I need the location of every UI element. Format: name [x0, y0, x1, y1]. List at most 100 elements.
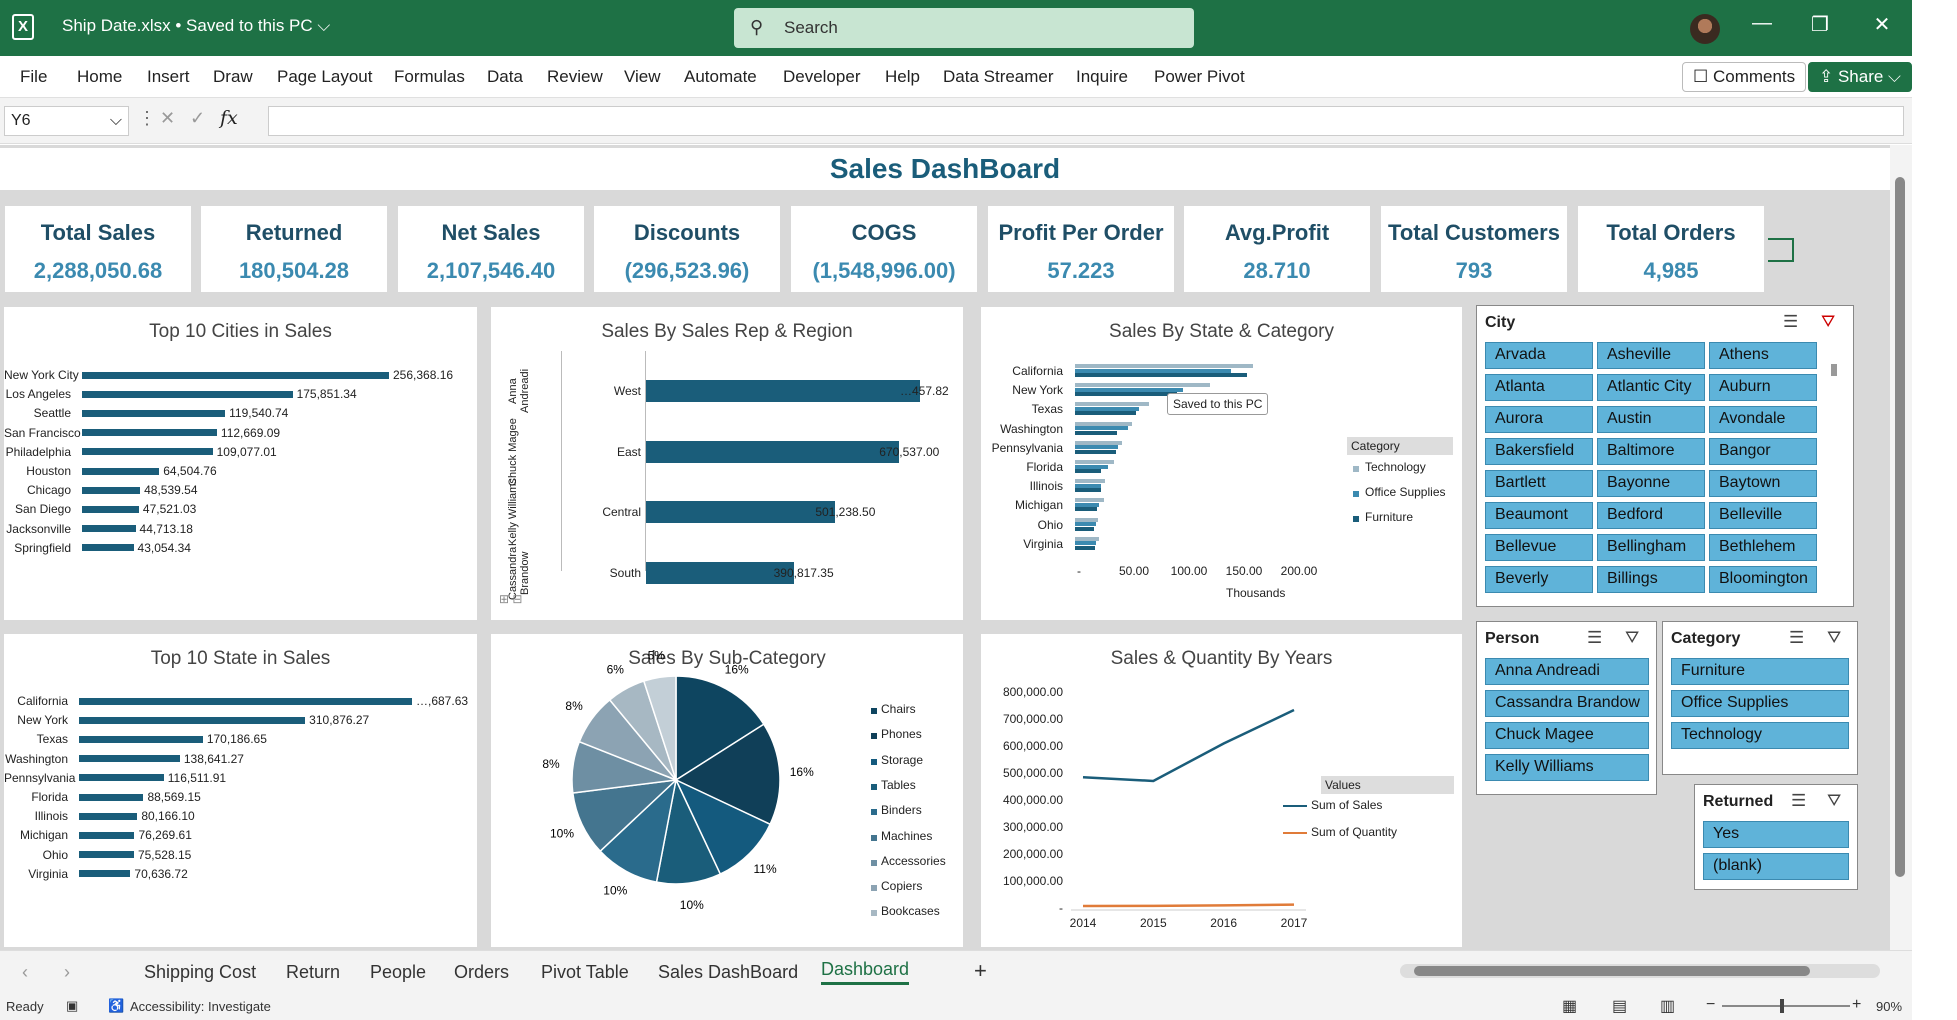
slicer-item-yes[interactable]: Yes [1703, 821, 1849, 848]
zoom-slider[interactable] [1722, 999, 1850, 1013]
slicer-item-bartlett[interactable]: Bartlett [1485, 470, 1593, 497]
search-box[interactable]: ⚲ Search [734, 8, 1194, 48]
multi-select-icon[interactable]: ☰ [1789, 628, 1805, 647]
scrollbar-thumb[interactable] [1895, 177, 1905, 877]
slicer-item-anna-andreadi[interactable]: Anna Andreadi [1485, 658, 1649, 685]
page-layout-icon[interactable]: ▤ [1612, 998, 1628, 1015]
slicer-item-aurora[interactable]: Aurora [1485, 406, 1593, 433]
tab-sales-dashboard[interactable]: Sales DashBoard [658, 962, 799, 982]
slicer-item-atlantic-city[interactable]: Atlantic City [1597, 374, 1705, 401]
tab-orders[interactable]: Orders [454, 962, 510, 982]
slicer-item-bakersfield[interactable]: Bakersfield [1485, 438, 1593, 465]
tab-shipping-cost[interactable]: Shipping Cost [144, 962, 257, 982]
multi-select-icon[interactable]: ☰ [1791, 791, 1807, 810]
menu-help[interactable]: Help [885, 67, 920, 86]
slicer-item-bellevue[interactable]: Bellevue [1485, 534, 1593, 561]
tab-scroll-right-icon[interactable]: › [64, 962, 70, 982]
slicer-scrollbar[interactable] [1831, 364, 1837, 376]
clear-filter-icon[interactable]: ⛛ [1827, 791, 1842, 810]
menu-file[interactable]: File [20, 67, 48, 86]
chart-top-cities[interactable]: Top 10 Cities in Sales New York City 256,… [4, 307, 477, 620]
share-button[interactable]: ⇪ Share ⌵ [1808, 62, 1912, 92]
tab-people[interactable]: People [370, 962, 427, 982]
clear-filter-icon[interactable]: ⛛ [1821, 312, 1836, 331]
slicer-item-asheville[interactable]: Asheville [1597, 342, 1705, 369]
menu-data-streamer[interactable]: Data Streamer [943, 67, 1054, 86]
slicer-item-beaumont[interactable]: Beaumont [1485, 502, 1593, 529]
slicer-item--blank-[interactable]: (blank) [1703, 853, 1849, 880]
selected-cell[interactable] [1768, 238, 1794, 262]
comments-button[interactable]: ☐ Comments [1682, 62, 1807, 92]
accessibility-status[interactable]: Accessibility: Investigate [130, 999, 271, 1014]
macro-icon[interactable]: ▣ [66, 998, 79, 1013]
menu-power-pivot[interactable]: Power Pivot [1154, 67, 1245, 86]
slicer-item-kelly-williams[interactable]: Kelly Williams [1485, 754, 1649, 781]
cancel-icon[interactable]: ✕ [160, 108, 176, 128]
menu-draw[interactable]: Draw [213, 67, 253, 86]
document-title[interactable]: Ship Date.xlsx • Saved to this PC ⌵ [62, 16, 331, 35]
name-box[interactable]: Y6 ⌵ [4, 106, 129, 136]
chart-years[interactable]: Sales & Quantity By Years 800,000.00 700,… [981, 634, 1462, 947]
slicer-item-atlanta[interactable]: Atlanta [1485, 374, 1593, 401]
restore-button[interactable]: ❐ [1811, 14, 1829, 36]
zoom-out-icon[interactable]: − [1706, 996, 1716, 1013]
zoom-level[interactable]: 90% [1876, 999, 1903, 1014]
chart-subcategory[interactable]: Sales By Sub-Category 16% 16% 11% 10% 10% 10%… [491, 634, 963, 947]
slicer-item-bethlehem[interactable]: Bethlehem [1709, 534, 1817, 561]
slicer-item-bellingham[interactable]: Bellingham [1597, 534, 1705, 561]
minimize-button[interactable]: — [1752, 12, 1772, 34]
formula-input[interactable] [268, 106, 1904, 136]
clear-filter-icon[interactable]: ⛛ [1827, 628, 1842, 647]
multi-select-icon[interactable]: ☰ [1587, 628, 1603, 647]
slicer-item-austin[interactable]: Austin [1597, 406, 1705, 433]
slicer-item-chuck-magee[interactable]: Chuck Magee [1485, 722, 1649, 749]
zoom-in-icon[interactable]: + [1852, 996, 1862, 1013]
menu-review[interactable]: Review [547, 67, 603, 86]
slicer-item-athens[interactable]: Athens [1709, 342, 1817, 369]
zoom-slider-thumb[interactable] [1780, 999, 1784, 1013]
menu-page-layout[interactable]: Page Layout [277, 67, 373, 86]
chart-top-states[interactable]: Top 10 State in Sales California …,687.63… [4, 634, 477, 947]
avatar[interactable] [1690, 14, 1720, 44]
tab-pivot-table[interactable]: Pivot Table [541, 962, 629, 982]
menu-formulas[interactable]: Formulas [394, 67, 465, 86]
slicer-item-auburn[interactable]: Auburn [1709, 374, 1817, 401]
tab-return[interactable]: Return [286, 962, 341, 982]
menu-automate[interactable]: Automate [684, 67, 757, 86]
scrollbar-thumb[interactable] [1414, 966, 1810, 976]
slicer-item-beverly[interactable]: Beverly [1485, 566, 1593, 593]
slicer-item-office-supplies[interactable]: Office Supplies [1671, 690, 1849, 717]
add-sheet-icon[interactable]: + [974, 958, 987, 983]
chart-rep-region[interactable]: Sales By Sales Rep & Region Anna Andread… [491, 307, 963, 620]
slicer-item-baltimore[interactable]: Baltimore [1597, 438, 1705, 465]
menu-view[interactable]: View [624, 67, 661, 86]
slicer-item-arvada[interactable]: Arvada [1485, 342, 1593, 369]
slicer-item-bayonne[interactable]: Bayonne [1597, 470, 1705, 497]
slicer-item-avondale[interactable]: Avondale [1709, 406, 1817, 433]
menu-data[interactable]: Data [487, 67, 523, 86]
multi-select-icon[interactable]: ☰ [1783, 312, 1799, 331]
slicer-item-belleville[interactable]: Belleville [1709, 502, 1817, 529]
slicer-item-bloomington[interactable]: Bloomington [1709, 566, 1817, 593]
page-break-icon[interactable]: ▥ [1660, 998, 1676, 1015]
slicer-item-billings[interactable]: Billings [1597, 566, 1705, 593]
clear-filter-icon[interactable]: ⛛ [1625, 628, 1640, 647]
slicer-item-bangor[interactable]: Bangor [1709, 438, 1817, 465]
slicer-item-furniture[interactable]: Furniture [1671, 658, 1849, 685]
tab-dashboard[interactable]: Dashboard [821, 959, 910, 985]
menu-home[interactable]: Home [77, 67, 123, 86]
vertical-scrollbar[interactable] [1890, 145, 1912, 950]
menu-inquire[interactable]: Inquire [1076, 67, 1128, 86]
menu-insert[interactable]: Insert [147, 67, 190, 86]
slicer-item-baytown[interactable]: Baytown [1709, 470, 1817, 497]
tab-scroll-left-icon[interactable]: ‹ [22, 962, 28, 982]
slicer-item-bedford[interactable]: Bedford [1597, 502, 1705, 529]
chart-state-category[interactable]: Sales By State & Category California New … [981, 307, 1462, 620]
slicer-item-technology[interactable]: Technology [1671, 722, 1849, 749]
normal-view-icon[interactable]: ▦ [1562, 998, 1578, 1015]
horizontal-scrollbar[interactable] [1400, 964, 1880, 978]
slicer-item-cassandra-brandow[interactable]: Cassandra Brandow [1485, 690, 1649, 717]
enter-icon[interactable]: ✓ [190, 108, 206, 128]
menu-developer[interactable]: Developer [783, 67, 861, 86]
insert-function-icon[interactable]: fx [220, 107, 238, 129]
